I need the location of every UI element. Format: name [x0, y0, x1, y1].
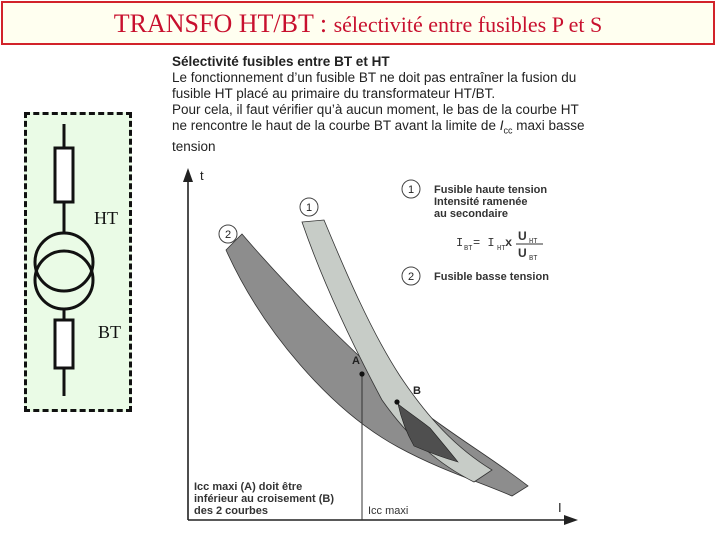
- point-b-label: B: [413, 385, 421, 397]
- bt-label: BT: [98, 322, 121, 342]
- explanation-line: Le fonctionnement d’un fusible BT ne doi…: [172, 70, 577, 85]
- legend-1-marker: 1: [408, 184, 414, 196]
- point-a-label: A: [352, 355, 360, 367]
- explanation-text: Sélectivité fusibles entre BT et HT Le f…: [172, 54, 692, 155]
- formula-numerator: U: [518, 229, 527, 243]
- formula-lhs-sub: BT: [464, 245, 472, 253]
- fuse-ht-icon: [53, 146, 75, 204]
- curve-overlap-region: [397, 403, 459, 463]
- explanation-line: ne rencontre le haut de la courbe BT ava…: [172, 118, 692, 139]
- legend-2-label: Fusible basse tension: [434, 271, 549, 283]
- fuse-bt-icon: [53, 318, 75, 370]
- explanation-line: fusible HT placé au primaire du transfor…: [172, 86, 496, 101]
- y-axis-label: t: [200, 168, 204, 183]
- chart-axes: [183, 168, 578, 525]
- marker-2-label: 2: [225, 229, 231, 241]
- icc-symbol: I: [499, 118, 504, 133]
- title-subtitle: sélectivité entre fusibles P et S: [333, 12, 603, 37]
- note-line: inférieur au croisement (B): [194, 493, 334, 505]
- icc-subscript: cc: [503, 125, 513, 136]
- bt-fuse-curve-band: [225, 233, 529, 497]
- formula-rhs-sub: HT: [497, 245, 505, 253]
- x-axis-label: I: [558, 500, 562, 515]
- explanation-line: Pour cela, il faut vérifier qu’à aucun m…: [172, 102, 579, 117]
- legend-bt: 2 Fusible basse tension: [401, 266, 549, 286]
- legend-1-line: Intensité ramenée: [434, 196, 528, 208]
- formula-eq: = I: [473, 236, 495, 250]
- legend-1-line: au secondaire: [434, 208, 508, 220]
- formula-times: x: [505, 236, 512, 250]
- title-main: TRANSFO HT/BT :: [113, 9, 334, 38]
- point-a-dot: [359, 371, 365, 377]
- transformer-secondary-coil-icon: [33, 249, 95, 311]
- explanation-heading: Sélectivité fusibles entre BT et HT: [172, 54, 390, 69]
- explanation-line: tension: [172, 138, 216, 154]
- note-line: Icc maxi (A) doit être: [194, 481, 302, 493]
- legend-2-marker: 2: [408, 271, 414, 283]
- curve-marker-1: 1: [299, 197, 319, 217]
- explanation-fragment: maxi basse: [512, 118, 585, 133]
- formula-lhs: I: [456, 236, 463, 250]
- slide-title: TRANSFO HT/BT : sélectivité entre fusibl…: [3, 9, 713, 39]
- note-line: des 2 courbes: [194, 505, 268, 517]
- x-axis-arrow-icon: [564, 515, 578, 525]
- y-axis-arrow-icon: [183, 168, 193, 182]
- ht-fuse-curve-band: [301, 219, 493, 483]
- current-formula: I BT = I HT x U HT U BT: [456, 229, 543, 263]
- formula-den-sub: BT: [529, 255, 537, 263]
- point-b-dot: [394, 399, 400, 405]
- legend-ht: 1 Fusible haute tension Intensité ramené…: [401, 179, 547, 220]
- title-bar: TRANSFO HT/BT : sélectivité entre fusibl…: [1, 1, 715, 45]
- explanation-fragment: ne rencontre le haut de la courbe BT ava…: [172, 118, 500, 133]
- transformer-primary-coil-icon: [33, 231, 95, 293]
- curve-marker-2: 2: [218, 224, 238, 244]
- formula-denominator: U: [518, 246, 527, 260]
- marker-1-label: 1: [306, 202, 312, 214]
- legend-1-line: Fusible haute tension: [434, 184, 547, 196]
- transformer-schematic: [33, 124, 95, 396]
- icc-maxi-label: Icc maxi: [368, 505, 408, 517]
- ht-label: HT: [94, 208, 118, 228]
- formula-num-sub: HT: [529, 238, 537, 246]
